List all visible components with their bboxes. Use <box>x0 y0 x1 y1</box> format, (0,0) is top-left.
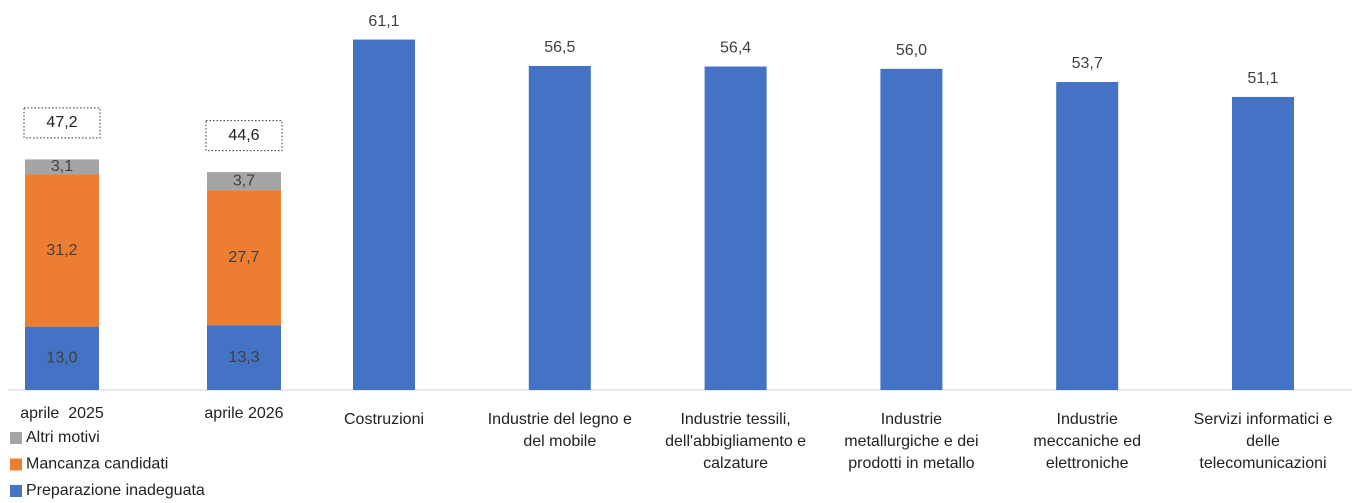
x-tick-label: Industrie <box>881 411 942 428</box>
data-label: 13,0 <box>46 350 77 367</box>
bar <box>880 68 943 390</box>
total-box <box>205 120 283 152</box>
data-label: 31,2 <box>46 242 77 259</box>
data-label: 13,3 <box>228 349 259 366</box>
data-label: 51,1 <box>1247 70 1278 87</box>
bar-segment <box>25 326 99 390</box>
bar <box>1232 96 1294 391</box>
total-label: 44,6 <box>228 127 259 144</box>
bar-segment <box>25 174 99 327</box>
legend-label: Mancanza candidati <box>26 456 168 473</box>
data-label: 56,5 <box>544 39 575 56</box>
data-label: 27,7 <box>228 249 259 266</box>
bar-segment <box>207 172 281 191</box>
x-tick-label: Industrie del legno e <box>488 411 632 428</box>
bar <box>704 66 767 390</box>
x-tick-label: Industrie tessili, <box>680 411 790 428</box>
data-label: 3,7 <box>233 172 255 189</box>
x-tick-label: aprile 2025 <box>20 405 104 422</box>
x-tick-label: Industrie <box>1057 411 1118 428</box>
total-box <box>23 107 101 139</box>
legend-label: Preparazione inadeguata <box>26 482 205 499</box>
x-tick-label: Servizi informatici e <box>1194 411 1333 428</box>
x-tick-label: delle <box>1246 433 1280 450</box>
x-tick-label: meccaniche ed <box>1033 433 1141 450</box>
x-tick-label: metallurgiche e dei <box>844 433 978 450</box>
bar <box>353 39 415 391</box>
bar-segment <box>207 190 281 326</box>
legend-label: Altri motivi <box>26 429 100 446</box>
x-tick-label: elettroniche <box>1046 455 1129 472</box>
total-label: 47,2 <box>46 114 77 131</box>
x-tick-label: prodotti in metallo <box>848 455 974 472</box>
data-label: 56,4 <box>720 40 751 57</box>
data-label: 53,7 <box>1072 55 1103 72</box>
legend-swatch <box>10 432 22 444</box>
data-label: 3,1 <box>51 158 73 175</box>
bar <box>528 65 591 391</box>
legend-swatch <box>10 458 22 471</box>
data-label: 61,1 <box>368 13 399 30</box>
x-tick-label: calzature <box>703 455 768 472</box>
bar-segment <box>207 325 281 390</box>
x-tick-label: del mobile <box>523 433 596 450</box>
legend-swatch <box>10 485 22 497</box>
data-label: 56,0 <box>896 42 927 59</box>
x-tick-label: telecomunicazioni <box>1199 455 1326 472</box>
x-tick-label: aprile 2026 <box>204 405 283 422</box>
bar-segment <box>25 159 99 175</box>
x-tick-label: dell'abbigliamento e <box>665 433 806 450</box>
x-tick-label: Costruzioni <box>344 411 424 428</box>
bar <box>1056 82 1119 390</box>
